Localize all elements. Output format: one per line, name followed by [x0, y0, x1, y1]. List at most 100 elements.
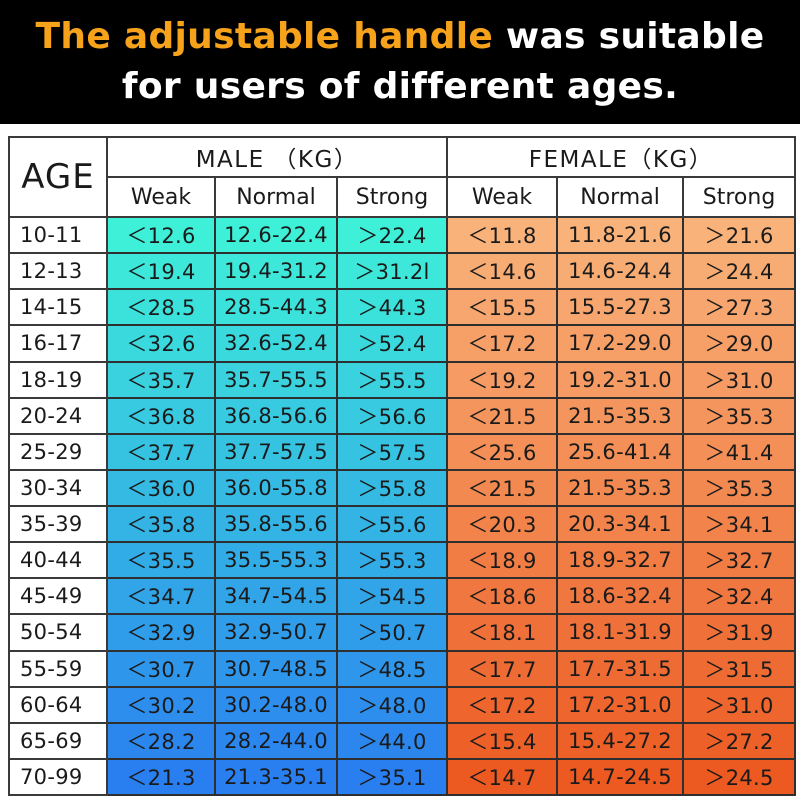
male-strong-cell: ＞35.1: [335, 757, 449, 797]
age-cell: 30-34: [8, 468, 108, 508]
male-strong-cell: ＞55.3: [335, 541, 449, 580]
age-cell: 60-64: [8, 685, 108, 724]
female-weak-cell: ＜20.3: [446, 504, 559, 544]
age-cell: 40-44: [8, 541, 108, 580]
male-strong-cell: ＞52.4: [335, 324, 449, 363]
male-normal-cell: 12.6-22.4: [214, 215, 338, 255]
female-normal-cell: 14.6-24.4: [556, 252, 685, 291]
table-row: 12-13 ＜19.4 19.4-31.2 ＞31.2l ＜14.6 14.6-24.4 ＞…: [8, 252, 797, 291]
female-normal-cell: 18.6-32.4: [556, 577, 685, 616]
male-strong-cell: ＞55.5: [335, 360, 449, 399]
male-normal-cell: 35.7-55.5: [214, 360, 338, 399]
female-strong-cell: ＞34.1: [682, 504, 797, 544]
female-strong-cell: ＞29.0: [682, 324, 797, 363]
male-strong-cell: ＞31.2l: [335, 252, 449, 291]
table-row: 70-99 ＜21.3 21.3-35.1 ＞35.1 ＜14.7 14.7-24.5 ＞2…: [8, 757, 797, 797]
female-normal-cell: 15.5-27.3: [556, 288, 685, 327]
male-weak-cell: ＜28.2: [106, 721, 216, 760]
age-cell: 25-29: [8, 432, 108, 471]
female-strong-cell: ＞35.3: [682, 468, 797, 508]
female-strong-cell: ＞24.4: [682, 252, 797, 291]
male-normal-cell: 34.7-54.5: [214, 577, 338, 616]
age-cell: 55-59: [8, 649, 108, 688]
table-body: 10-11 ＜12.6 12.6-22.4 ＞22.4 ＜11.8 11.8-21.6 ＞2…: [8, 215, 797, 797]
table-row: 60-64 ＜30.2 30.2-48.0 ＞48.0 ＜17.2 17.2-31.0 ＞3…: [8, 685, 797, 724]
table-row: 45-49 ＜34.7 34.7-54.5 ＞54.5 ＜18.6 18.6-32.4 ＞3…: [8, 577, 797, 616]
table-row: 40-44 ＜35.5 35.5-55.3 ＞55.3 ＜18.9 18.9-32.7 ＞3…: [8, 541, 797, 580]
table-row: 30-34 ＜36.0 36.0-55.8 ＞55.8 ＜21.5 21.5-35.3 ＞3…: [8, 468, 797, 508]
male-strong-cell: ＞44.0: [335, 721, 449, 760]
female-weak-header: Weak: [446, 176, 559, 218]
male-strong-cell: ＞48.0: [335, 685, 449, 724]
male-strong-cell: ＞56.6: [335, 396, 449, 435]
table-row: 65-69 ＜28.2 28.2-44.0 ＞44.0 ＜15.4 15.4-27.2 ＞2…: [8, 721, 797, 760]
table-row: 18-19 ＜35.7 35.7-55.5 ＞55.5 ＜19.2 19.2-31.0 ＞3…: [8, 360, 797, 399]
female-normal-cell: 20.3-34.1: [556, 504, 685, 544]
age-cell: 18-19: [8, 360, 108, 399]
male-weak-cell: ＜32.9: [106, 613, 216, 652]
male-weak-cell: ＜30.7: [106, 649, 216, 688]
female-weak-cell: ＜21.5: [446, 468, 559, 508]
male-weak-cell: ＜32.6: [106, 324, 216, 363]
age-cell: 10-11: [8, 215, 108, 255]
female-strong-cell: ＞35.3: [682, 396, 797, 435]
age-cell: 16-17: [8, 324, 108, 363]
male-normal-cell: 28.5-44.3: [214, 288, 338, 327]
female-strong-cell: ＞21.6: [682, 215, 797, 255]
grip-strength-table: AGE MALE （KG） FEMALE（KG） Weak Normal Str…: [8, 136, 797, 797]
female-strong-header: Strong: [682, 176, 797, 218]
male-normal-cell: 36.0-55.8: [214, 468, 338, 508]
male-weak-cell: ＜34.7: [106, 577, 216, 616]
male-weak-cell: ＜30.2: [106, 685, 216, 724]
table-row: 50-54 ＜32.9 32.9-50.7 ＞50.7 ＜18.1 18.1-31.9 ＞3…: [8, 613, 797, 652]
female-weak-cell: ＜21.5: [446, 396, 559, 435]
grip-strength-table-container: AGE MALE （KG） FEMALE（KG） Weak Normal Str…: [8, 136, 797, 797]
male-weak-cell: ＜36.8: [106, 396, 216, 435]
female-normal-cell: 18.1-31.9: [556, 613, 685, 652]
female-strong-cell: ＞27.2: [682, 721, 797, 760]
title-line-1: The adjustable handle was suitable: [0, 16, 800, 57]
male-normal-cell: 30.7-48.5: [214, 649, 338, 688]
table-row: 16-17 ＜32.6 32.6-52.4 ＞52.4 ＜17.2 17.2-29.0 ＞2…: [8, 324, 797, 363]
female-normal-cell: 21.5-35.3: [556, 468, 685, 508]
female-strong-cell: ＞27.3: [682, 288, 797, 327]
male-strong-cell: ＞54.5: [335, 577, 449, 616]
male-normal-cell: 37.7-57.5: [214, 432, 338, 471]
male-normal-cell: 32.6-52.4: [214, 324, 338, 363]
male-weak-cell: ＜19.4: [106, 252, 216, 291]
male-weak-cell: ＜35.7: [106, 360, 216, 399]
female-weak-cell: ＜14.7: [446, 757, 559, 797]
table-row: 14-15 ＜28.5 28.5-44.3 ＞44.3 ＜15.5 15.5-27.3 ＞2…: [8, 288, 797, 327]
female-weak-cell: ＜18.1: [446, 613, 559, 652]
male-normal-cell: 28.2-44.0: [214, 721, 338, 760]
female-strong-cell: ＞31.0: [682, 685, 797, 724]
female-normal-cell: 19.2-31.0: [556, 360, 685, 399]
title-banner: The adjustable handle was suitable for u…: [0, 0, 800, 124]
table-row: 20-24 ＜36.8 36.8-56.6 ＞56.6 ＜21.5 21.5-35.3 ＞3…: [8, 396, 797, 435]
female-normal-cell: 17.2-29.0: [556, 324, 685, 363]
male-weak-cell: ＜12.6: [106, 215, 216, 255]
female-weak-cell: ＜14.6: [446, 252, 559, 291]
male-strong-cell: ＞55.6: [335, 504, 449, 544]
female-weak-cell: ＜19.2: [446, 360, 559, 399]
female-strong-cell: ＞31.5: [682, 649, 797, 688]
female-normal-cell: 11.8-21.6: [556, 215, 685, 255]
table-row: 35-39 ＜35.8 35.8-55.6 ＞55.6 ＜20.3 20.3-34.1 ＞3…: [8, 504, 797, 544]
male-normal-cell: 35.8-55.6: [214, 504, 338, 544]
age-cell: 35-39: [8, 504, 108, 544]
female-weak-cell: ＜15.5: [446, 288, 559, 327]
female-weak-cell: ＜18.6: [446, 577, 559, 616]
male-weak-cell: ＜35.5: [106, 541, 216, 580]
male-strong-cell: ＞48.5: [335, 649, 449, 688]
female-strong-cell: ＞41.4: [682, 432, 797, 471]
female-normal-cell: 25.6-41.4: [556, 432, 685, 471]
female-strong-cell: ＞32.7: [682, 541, 797, 580]
female-weak-cell: ＜17.2: [446, 685, 559, 724]
female-weak-cell: ＜17.2: [446, 324, 559, 363]
title-line-1-rest: was suitable: [493, 16, 765, 57]
female-normal-cell: 17.2-31.0: [556, 685, 685, 724]
age-cell: 20-24: [8, 396, 108, 435]
female-normal-cell: 15.4-27.2: [556, 721, 685, 760]
male-weak-cell: ＜36.0: [106, 468, 216, 508]
male-weak-cell: ＜28.5: [106, 288, 216, 327]
